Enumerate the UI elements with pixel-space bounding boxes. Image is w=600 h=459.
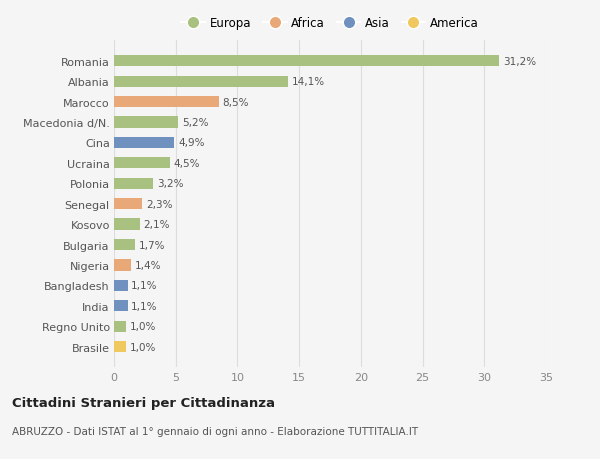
Bar	[114, 117, 178, 129]
Bar	[114, 178, 154, 190]
Text: 1,0%: 1,0%	[130, 321, 157, 331]
Text: 1,1%: 1,1%	[131, 281, 158, 291]
Text: 2,1%: 2,1%	[143, 219, 170, 230]
Bar	[114, 280, 128, 291]
Text: 8,5%: 8,5%	[223, 97, 249, 107]
Text: 1,1%: 1,1%	[131, 301, 158, 311]
Text: 1,4%: 1,4%	[135, 260, 161, 270]
Bar	[114, 158, 170, 169]
Text: 1,7%: 1,7%	[139, 240, 165, 250]
Text: 4,9%: 4,9%	[178, 138, 205, 148]
Text: 4,5%: 4,5%	[173, 158, 200, 168]
Bar	[114, 138, 175, 149]
Bar	[114, 56, 499, 67]
Bar	[114, 240, 135, 251]
Text: 1,0%: 1,0%	[130, 342, 157, 352]
Legend: Europa, Africa, Asia, America: Europa, Africa, Asia, America	[179, 15, 481, 32]
Bar	[114, 301, 128, 312]
Bar	[114, 77, 288, 88]
Bar	[114, 97, 219, 108]
Bar	[114, 199, 142, 210]
Text: 14,1%: 14,1%	[292, 77, 325, 87]
Bar	[114, 341, 127, 353]
Bar	[114, 260, 131, 271]
Text: Cittadini Stranieri per Cittadinanza: Cittadini Stranieri per Cittadinanza	[12, 396, 275, 409]
Text: 5,2%: 5,2%	[182, 118, 208, 128]
Text: 3,2%: 3,2%	[157, 179, 184, 189]
Bar	[114, 321, 127, 332]
Text: ABRUZZO - Dati ISTAT al 1° gennaio di ogni anno - Elaborazione TUTTITALIA.IT: ABRUZZO - Dati ISTAT al 1° gennaio di og…	[12, 426, 418, 436]
Text: 31,2%: 31,2%	[503, 57, 536, 67]
Bar	[114, 219, 140, 230]
Text: 2,3%: 2,3%	[146, 199, 173, 209]
